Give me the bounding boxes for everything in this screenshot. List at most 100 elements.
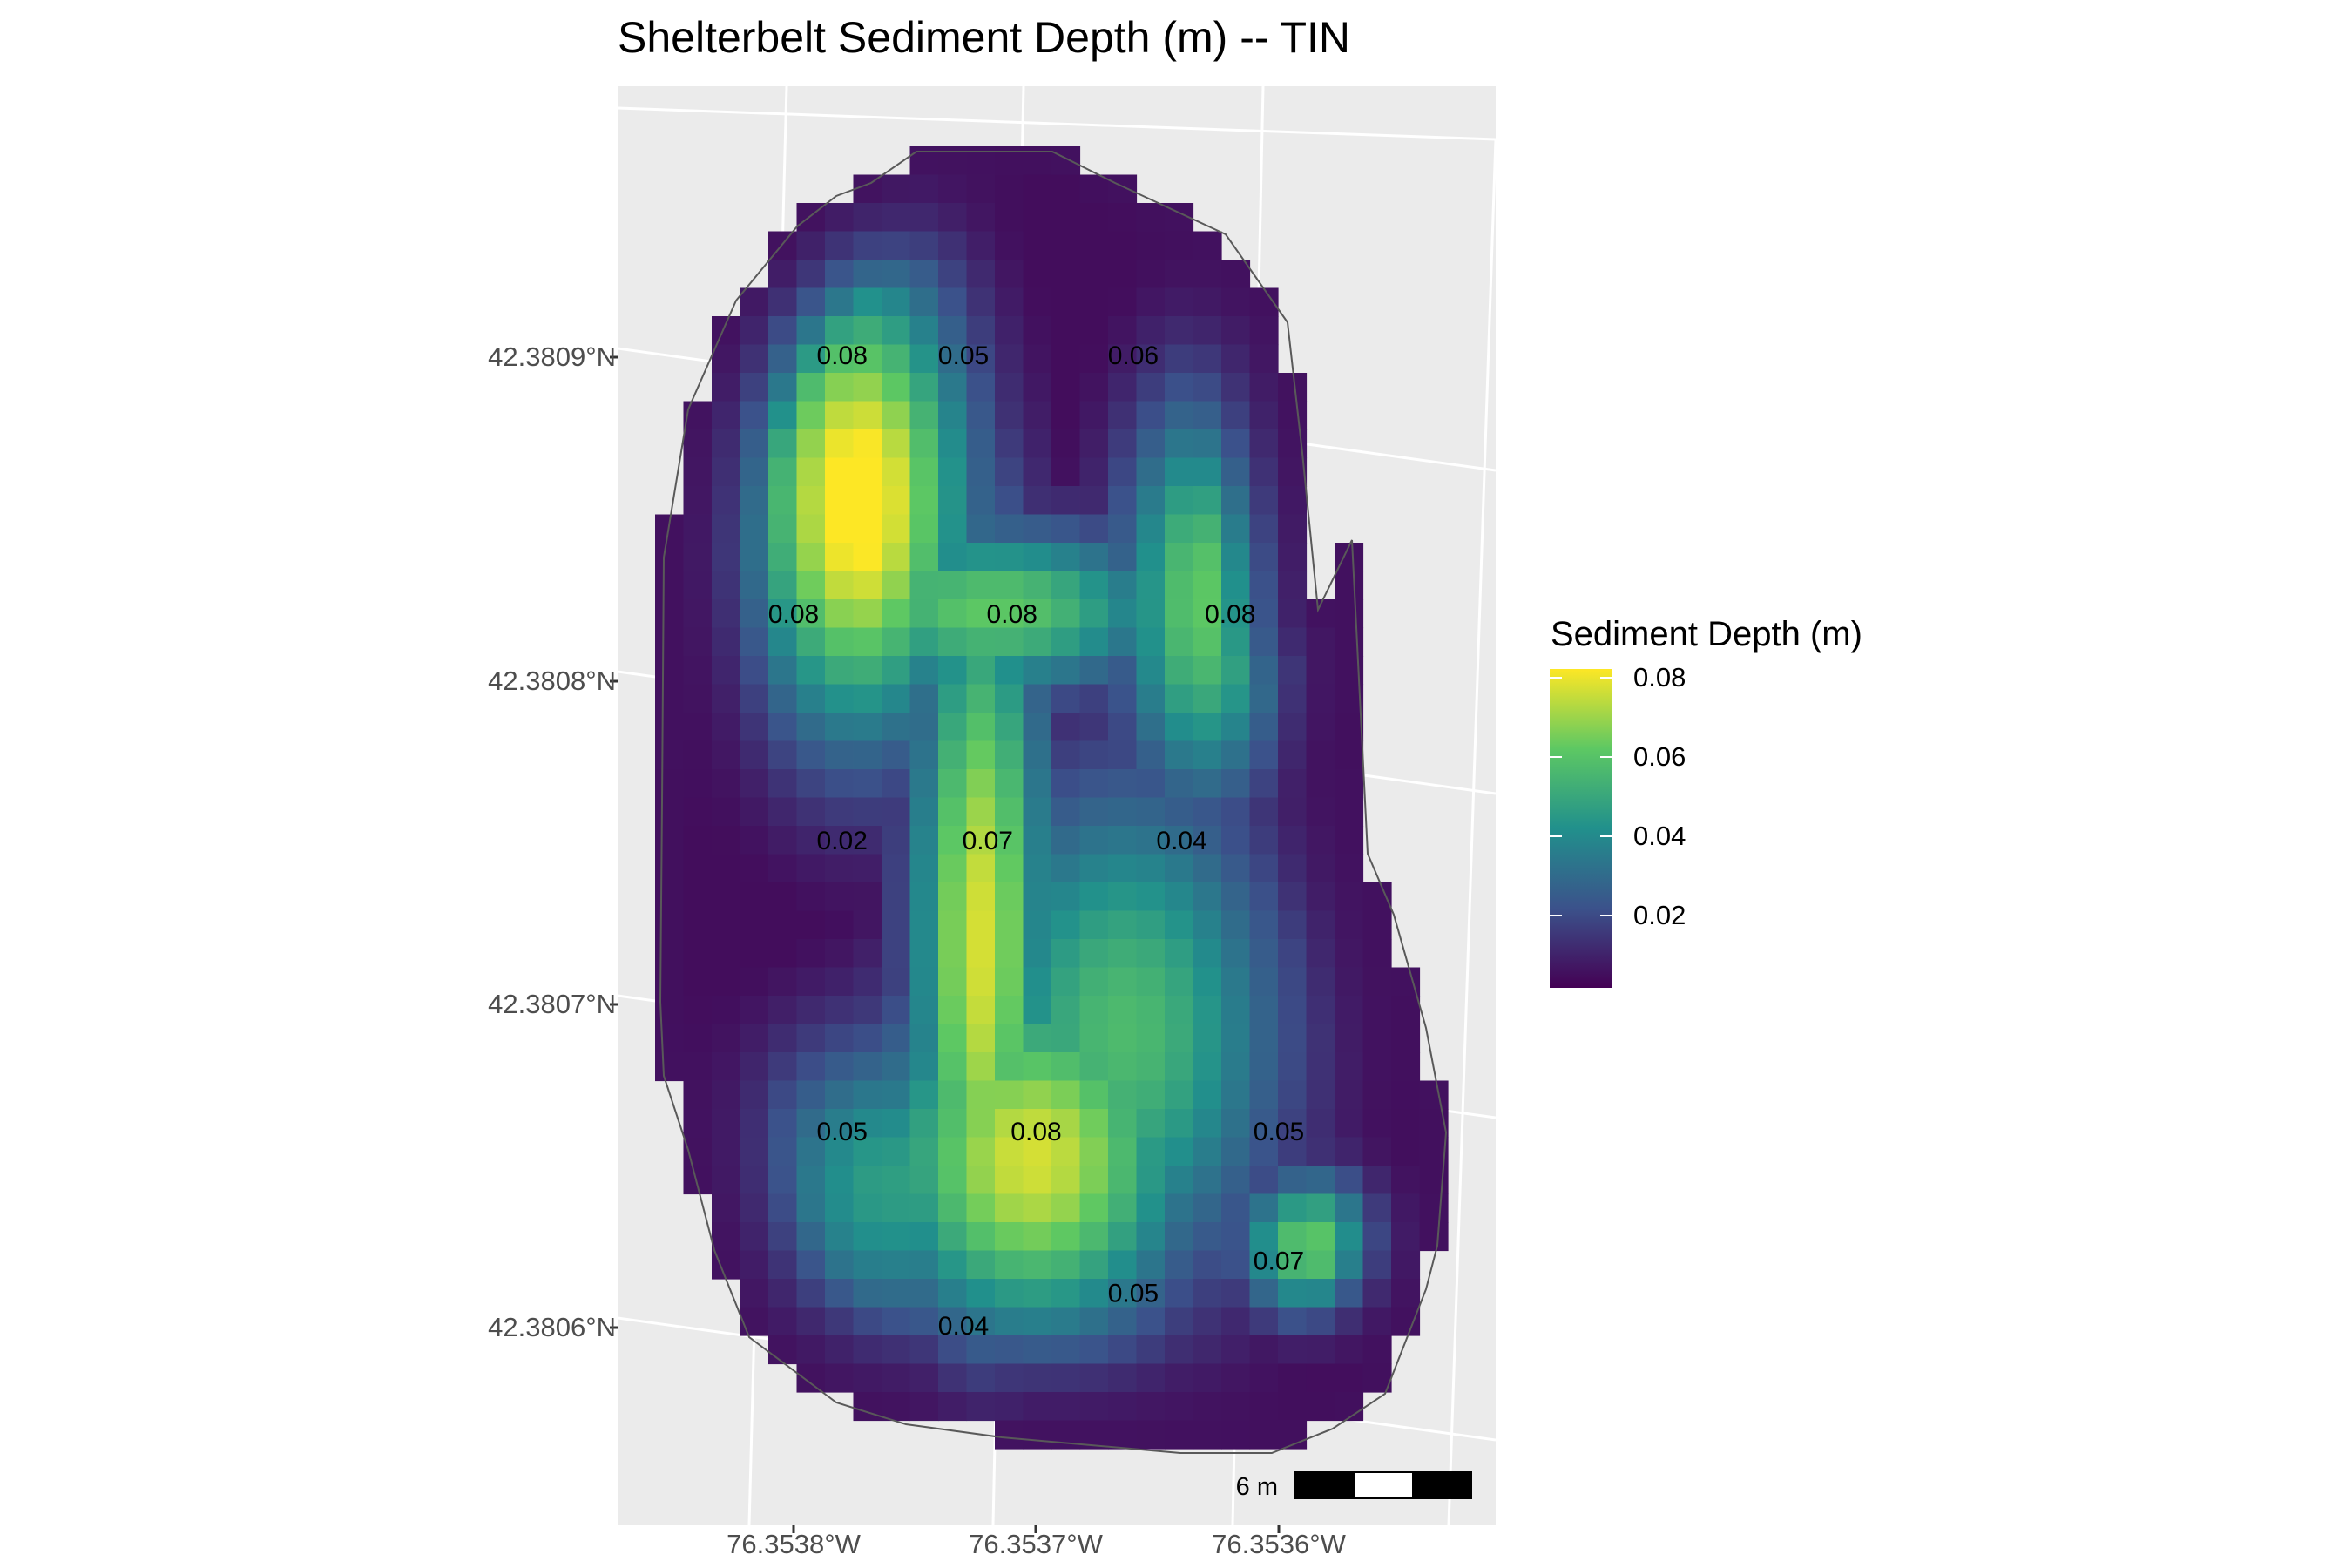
raster-cell <box>1079 882 1109 912</box>
raster-cell <box>712 769 741 799</box>
raster-cell <box>1249 769 1279 799</box>
raster-cell <box>1079 854 1109 883</box>
raster-cell <box>966 260 996 289</box>
raster-cell <box>1249 1166 1279 1195</box>
raster-cell <box>1193 910 1222 940</box>
raster-cell <box>768 599 798 629</box>
raster-cell <box>909 854 939 883</box>
raster-cell <box>768 543 798 572</box>
raster-cell <box>966 1080 996 1110</box>
raster-cell <box>1306 882 1335 912</box>
raster-cell <box>1136 316 1166 346</box>
raster-cell <box>1136 203 1166 233</box>
raster-cell <box>1079 174 1109 204</box>
raster-cell <box>1391 1080 1421 1110</box>
raster-cell <box>853 287 882 317</box>
raster-cell <box>1221 260 1251 289</box>
raster-cell <box>1136 826 1166 855</box>
raster-cell <box>1023 627 1052 657</box>
raster-cell <box>995 1307 1024 1336</box>
raster-cell <box>1335 1250 1364 1280</box>
raster-cell <box>1108 769 1138 799</box>
raster-cell <box>1249 684 1279 713</box>
raster-cell <box>1051 854 1081 883</box>
raster-cell <box>1249 882 1279 912</box>
raster-cell <box>1136 514 1166 544</box>
raster-cell <box>1023 996 1052 1025</box>
raster-cell <box>1023 656 1052 686</box>
annotation-label: 0.08 <box>768 600 819 629</box>
raster-cell <box>995 1420 1024 1450</box>
raster-cell <box>1335 627 1364 657</box>
raster-cell <box>712 316 741 346</box>
raster-cell <box>796 713 826 742</box>
raster-cell <box>1335 713 1364 742</box>
raster-cell <box>1079 514 1109 544</box>
raster-cell <box>768 344 798 374</box>
raster-cell <box>882 316 911 346</box>
raster-cell <box>938 1166 968 1195</box>
raster-cell <box>1051 1307 1081 1336</box>
raster-cell <box>1362 1109 1392 1139</box>
raster-cell <box>1362 939 1392 969</box>
raster-cell <box>712 571 741 600</box>
raster-cell <box>1051 826 1081 855</box>
raster-cell <box>1108 882 1138 912</box>
raster-cell <box>938 373 968 402</box>
raster-cell <box>1079 1137 1109 1166</box>
raster-cell <box>1023 599 1052 629</box>
raster-cell <box>1335 1363 1364 1393</box>
raster-cell <box>825 1024 855 1053</box>
raster-cell <box>882 174 911 204</box>
raster-cell <box>683 1024 713 1053</box>
raster-cell <box>966 740 996 770</box>
raster-cell <box>1335 571 1364 600</box>
raster-cell <box>853 1024 882 1053</box>
raster-cell <box>1221 1279 1251 1308</box>
raster-cell <box>853 401 882 430</box>
raster-cell <box>1023 203 1052 233</box>
raster-cell <box>938 287 968 317</box>
raster-cell <box>1023 910 1052 940</box>
raster-cell <box>1278 486 1308 516</box>
legend-colorbar <box>1550 669 1612 988</box>
legend-label: 0.02 <box>1633 900 1686 930</box>
raster-cell <box>1249 967 1279 997</box>
raster-cell <box>995 826 1024 855</box>
raster-cell <box>683 713 713 742</box>
raster-cell <box>938 656 968 686</box>
raster-cell <box>1249 740 1279 770</box>
raster-cell <box>1249 1307 1279 1336</box>
raster-cell <box>796 882 826 912</box>
raster-cell <box>938 543 968 572</box>
raster-cell <box>1023 740 1052 770</box>
raster-cell <box>1193 260 1222 289</box>
raster-cell <box>995 1222 1024 1252</box>
raster-cell <box>740 656 769 686</box>
raster-cell <box>1165 1109 1194 1139</box>
raster-cell <box>1108 457 1138 487</box>
annotation-label: 0.07 <box>1254 1247 1304 1276</box>
raster-cell <box>1136 1250 1166 1280</box>
raster-cell <box>1136 344 1166 374</box>
raster-cell <box>796 401 826 430</box>
legend-label: 0.06 <box>1633 741 1686 772</box>
raster-cell <box>712 882 741 912</box>
raster-cell <box>1193 1193 1222 1223</box>
raster-cell <box>1193 1109 1222 1139</box>
raster-cell <box>796 826 826 855</box>
raster-cell <box>966 656 996 686</box>
raster-cell <box>853 996 882 1025</box>
raster-cell <box>825 627 855 657</box>
raster-cell <box>909 910 939 940</box>
raster-cell <box>683 457 713 487</box>
raster-cell <box>1051 713 1081 742</box>
raster-cell <box>1079 1109 1109 1139</box>
raster-cell <box>1165 882 1194 912</box>
raster-cell <box>1278 656 1308 686</box>
raster-cell <box>938 1307 968 1336</box>
raster-cell <box>882 1137 911 1166</box>
raster-cell <box>796 514 826 544</box>
raster-cell <box>1221 656 1251 686</box>
